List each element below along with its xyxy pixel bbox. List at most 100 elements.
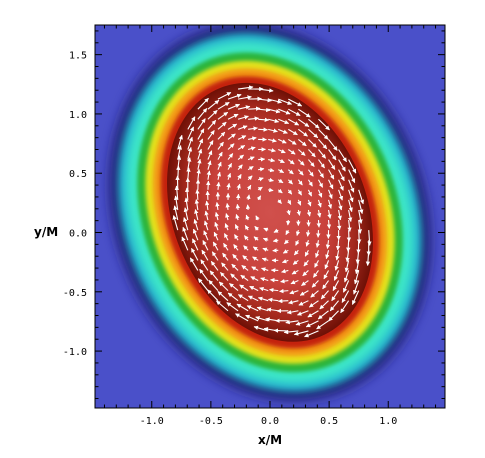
velocity-arrow: [202, 240, 209, 251]
velocity-arrow: [319, 300, 329, 310]
velocity-arrow: [211, 251, 219, 261]
y-tick-label: 0.0: [69, 229, 87, 240]
velocity-arrow: [325, 250, 330, 260]
velocity-arrow: [236, 183, 241, 190]
velocity-arrow: [227, 153, 234, 160]
velocity-arrow: [278, 168, 285, 174]
axis-ticks: -1.0 -0.5 0.0 0.5 1.0 1.5 1.0 0.5 0.0 -0.5 -1.0: [63, 25, 445, 427]
velocity-arrow: [338, 189, 344, 201]
velocity-arrow: [258, 167, 265, 172]
velocity-arrow: [288, 98, 303, 107]
velocity-arrow: [246, 184, 252, 191]
velocity-arrow: [287, 169, 294, 175]
velocity-arrow: [194, 199, 200, 211]
velocity-arrow: [199, 268, 209, 281]
velocity-arrow: [181, 236, 189, 251]
velocity-arrow: [307, 310, 319, 318]
velocity-arrow: [247, 146, 256, 151]
velocity-arrow: [282, 249, 289, 254]
velocity-arrow: [197, 118, 206, 130]
velocity-arrow: [317, 199, 322, 208]
velocity-arrow: [258, 157, 266, 162]
x-axis-title: x/M: [258, 433, 282, 447]
velocity-arrow: [235, 203, 241, 211]
y-tick-label: -1.0: [63, 347, 87, 358]
velocity-arrow: [259, 286, 269, 292]
x-tick-label: 0.0: [261, 416, 279, 427]
velocity-arrow: [335, 240, 341, 251]
velocity-arrow: [197, 278, 209, 291]
velocity-arrow: [217, 161, 222, 170]
velocity-arrow: [327, 199, 333, 209]
velocity-arrow: [338, 169, 345, 182]
velocity-arrow: [311, 280, 319, 288]
velocity-arrow: [283, 329, 299, 335]
velocity-arrow: [312, 270, 319, 278]
velocity-arrow: [343, 270, 350, 283]
velocity-arrow: [212, 241, 219, 251]
velocity-arrow: [327, 209, 332, 219]
velocity-arrow: [270, 277, 279, 283]
velocity-arrow: [252, 256, 259, 261]
velocity-arrow: [317, 179, 324, 188]
velocity-arrow: [207, 150, 213, 160]
velocity-arrow: [299, 290, 309, 296]
velocity-arrow: [268, 187, 274, 193]
velocity-arrow: [251, 266, 259, 271]
velocity-arrow: [234, 224, 240, 231]
velocity-arrow: [237, 85, 254, 90]
velocity-arrow: [192, 228, 199, 241]
velocity-arrow: [261, 257, 269, 262]
velocity-arrow: [278, 98, 292, 105]
velocity-arrow: [227, 163, 233, 170]
velocity-arrow: [295, 230, 301, 236]
velocity-arrow: [258, 98, 272, 103]
velocity-arrow: [245, 214, 250, 221]
velocity-arrow: [237, 125, 248, 130]
velocity-arrow: [174, 185, 180, 200]
velocity-arrow: [189, 257, 199, 271]
velocity-arrow: [233, 244, 239, 251]
velocity-arrow: [277, 199, 282, 204]
velocity-arrow: [225, 213, 230, 221]
velocity-arrow: [305, 240, 310, 247]
velocity-arrow: [206, 170, 211, 180]
velocity-arrow: [286, 199, 292, 205]
velocity-arrow: [315, 240, 320, 248]
velocity-arrow: [284, 239, 289, 245]
velocity-arrow: [328, 169, 335, 180]
velocity-arrow: [303, 260, 309, 267]
velocity-arrow: [288, 108, 301, 116]
velocity-arrow: [200, 259, 209, 271]
velocity-arrow: [173, 205, 179, 221]
velocity-arrow: [256, 195, 262, 201]
velocity-arrow: [207, 120, 217, 130]
velocity-arrow: [258, 88, 274, 93]
velocity-arrow: [218, 281, 229, 292]
band-core: [167, 82, 373, 342]
velocity-arrow: [317, 209, 322, 218]
velocity-arrow: [278, 128, 288, 134]
velocity-arrow: [345, 250, 350, 263]
velocity-arrow: [257, 296, 269, 302]
velocity-arrow: [197, 138, 204, 150]
velocity-arrow: [334, 260, 340, 271]
velocity-arrow: [248, 295, 259, 302]
velocity-arrow: [244, 225, 250, 231]
velocity-arrow: [217, 111, 229, 120]
velocity-arrow: [258, 177, 264, 182]
velocity-arrow: [245, 204, 251, 211]
velocity-arrow: [328, 149, 337, 161]
velocity-arrow: [348, 179, 355, 193]
velocity-arrow: [258, 107, 271, 113]
velocity-arrow: [187, 157, 192, 170]
velocity-arrow: [337, 219, 342, 231]
velocity-arrow: [346, 240, 351, 252]
velocity-arrow: [217, 131, 226, 140]
velocity-arrow: [268, 177, 274, 183]
velocity-arrow: [215, 201, 220, 211]
x-tick-label: -1.0: [140, 416, 164, 427]
velocity-arrow: [187, 126, 195, 140]
velocity-arrow: [263, 227, 269, 232]
velocity-arrow: [348, 169, 356, 183]
